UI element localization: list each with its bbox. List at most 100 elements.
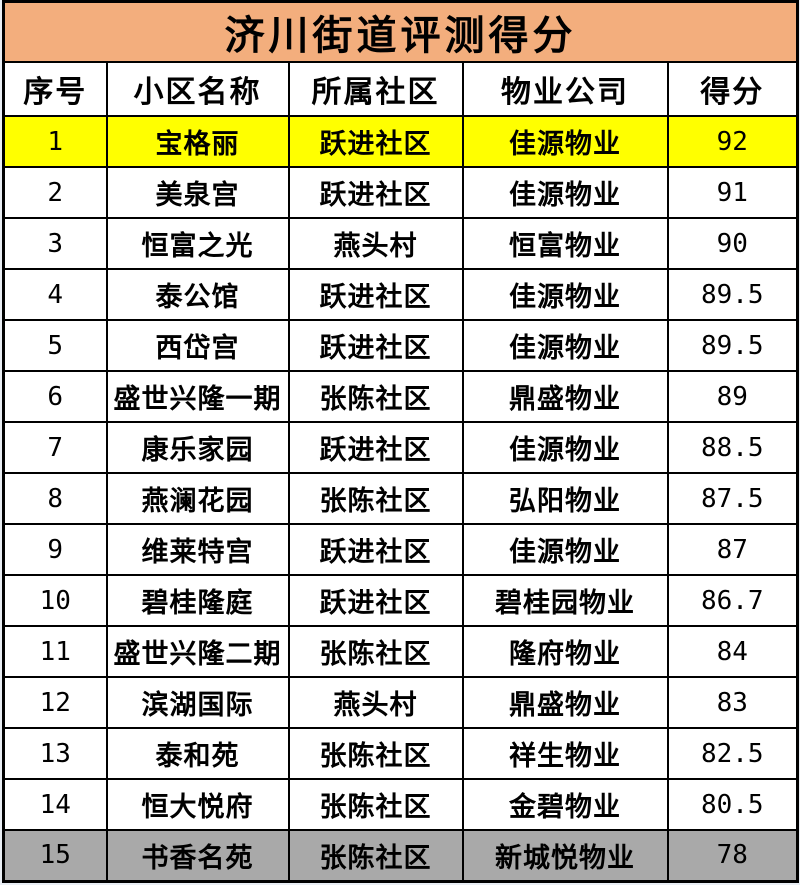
property-company-cell: 弘阳物业 <box>461 472 669 525</box>
score-cell: 89.5 <box>666 268 799 321</box>
score-cell: 82.5 <box>666 727 799 780</box>
property-company-cell: 佳源物业 <box>461 319 669 372</box>
community-name-cell: 书香名苑 <box>105 829 290 882</box>
community-name-cell: 宝格丽 <box>105 115 290 168</box>
table-row: 10 碧桂隆庭 跃进社区 碧桂园物业 86.7 <box>2 574 799 627</box>
table-row: 2 美泉宫 跃进社区 佳源物业 91 <box>2 166 799 219</box>
header-col-score: 得分 <box>666 61 799 117</box>
community-name-cell: 泰和苑 <box>105 727 290 780</box>
score-cell: 89 <box>666 370 799 423</box>
score-cell: 89.5 <box>666 319 799 372</box>
row-number-cell: 13 <box>2 727 108 780</box>
property-company-cell: 恒富物业 <box>461 217 669 270</box>
community-name-cell: 美泉宫 <box>105 166 290 219</box>
score-cell: 91 <box>666 166 799 219</box>
score-cell: 87 <box>666 523 799 576</box>
table-row: 5 西岱宫 跃进社区 佳源物业 89.5 <box>2 319 799 372</box>
property-company-cell: 金碧物业 <box>461 778 669 831</box>
district-cell: 跃进社区 <box>287 166 464 219</box>
row-number-cell: 15 <box>2 829 108 882</box>
district-cell: 跃进社区 <box>287 574 464 627</box>
property-company-cell: 祥生物业 <box>461 727 669 780</box>
score-cell: 84 <box>666 625 799 678</box>
header-col-district: 所属社区 <box>287 61 464 117</box>
district-cell: 张陈社区 <box>287 472 464 525</box>
district-cell: 张陈社区 <box>287 370 464 423</box>
property-company-cell: 佳源物业 <box>461 268 669 321</box>
community-name-cell: 维莱特宫 <box>105 523 290 576</box>
row-number-cell: 12 <box>2 676 108 729</box>
row-number-cell: 14 <box>2 778 108 831</box>
district-cell: 跃进社区 <box>287 421 464 474</box>
community-name-cell: 燕澜花园 <box>105 472 290 525</box>
district-cell: 跃进社区 <box>287 115 464 168</box>
district-cell: 张陈社区 <box>287 778 464 831</box>
community-name-cell: 碧桂隆庭 <box>105 574 290 627</box>
score-cell: 88.5 <box>666 421 799 474</box>
row-number-cell: 4 <box>2 268 108 321</box>
header-row: 序号 小区名称 所属社区 物业公司 得分 <box>2 61 799 117</box>
row-number-cell: 1 <box>2 115 108 168</box>
table-row: 15 书香名苑 张陈社区 新城悦物业 78 <box>2 829 799 882</box>
table-row: 3 恒富之光 燕头村 恒富物业 90 <box>2 217 799 270</box>
row-number-cell: 2 <box>2 166 108 219</box>
community-name-cell: 盛世兴隆二期 <box>105 625 290 678</box>
row-number-cell: 3 <box>2 217 108 270</box>
community-name-cell: 滨湖国际 <box>105 676 290 729</box>
score-cell: 78 <box>666 829 799 882</box>
community-name-cell: 恒富之光 <box>105 217 290 270</box>
title-row: 济川街道评测得分 <box>2 0 799 63</box>
community-name-cell: 盛世兴隆一期 <box>105 370 290 423</box>
district-cell: 张陈社区 <box>287 727 464 780</box>
row-number-cell: 10 <box>2 574 108 627</box>
score-cell: 83 <box>666 676 799 729</box>
header-col-number: 序号 <box>2 61 108 117</box>
community-name-cell: 恒大悦府 <box>105 778 290 831</box>
district-cell: 跃进社区 <box>287 319 464 372</box>
score-cell: 92 <box>666 115 799 168</box>
district-cell: 燕头村 <box>287 217 464 270</box>
score-cell: 90 <box>666 217 799 270</box>
district-cell: 张陈社区 <box>287 625 464 678</box>
community-name-cell: 泰公馆 <box>105 268 290 321</box>
header-col-property-company: 物业公司 <box>461 61 669 117</box>
row-number-cell: 6 <box>2 370 108 423</box>
score-cell: 87.5 <box>666 472 799 525</box>
table-row: 6 盛世兴隆一期 张陈社区 鼎盛物业 89 <box>2 370 799 423</box>
table-row: 11 盛世兴隆二期 张陈社区 隆府物业 84 <box>2 625 799 678</box>
header-col-community-name: 小区名称 <box>105 61 290 117</box>
table-body: 1 宝格丽 跃进社区 佳源物业 92 2 美泉宫 跃进社区 佳源物业 91 3 恒富之光 燕头村 恒富物业… <box>2 115 799 882</box>
property-company-cell: 佳源物业 <box>461 115 669 168</box>
row-number-cell: 5 <box>2 319 108 372</box>
table-row: 12 滨湖国际 燕头村 鼎盛物业 83 <box>2 676 799 729</box>
table-row: 13 泰和苑 张陈社区 祥生物业 82.5 <box>2 727 799 780</box>
property-company-cell: 鼎盛物业 <box>461 370 669 423</box>
property-company-cell: 隆府物业 <box>461 625 669 678</box>
property-company-cell: 佳源物业 <box>461 523 669 576</box>
row-number-cell: 7 <box>2 421 108 474</box>
property-company-cell: 鼎盛物业 <box>461 676 669 729</box>
table-row: 1 宝格丽 跃进社区 佳源物业 92 <box>2 115 799 168</box>
table-row: 4 泰公馆 跃进社区 佳源物业 89.5 <box>2 268 799 321</box>
property-company-cell: 新城悦物业 <box>461 829 669 882</box>
score-cell: 80.5 <box>666 778 799 831</box>
table-row: 14 恒大悦府 张陈社区 金碧物业 80.5 <box>2 778 799 831</box>
page-title: 济川街道评测得分 <box>2 0 799 63</box>
table-row: 7 康乐家园 跃进社区 佳源物业 88.5 <box>2 421 799 474</box>
table-row: 8 燕澜花园 张陈社区 弘阳物业 87.5 <box>2 472 799 525</box>
district-cell: 燕头村 <box>287 676 464 729</box>
table-row: 9 维莱特宫 跃进社区 佳源物业 87 <box>2 523 799 576</box>
property-company-cell: 碧桂园物业 <box>461 574 669 627</box>
property-company-cell: 佳源物业 <box>461 166 669 219</box>
district-cell: 张陈社区 <box>287 829 464 882</box>
row-number-cell: 8 <box>2 472 108 525</box>
district-cell: 跃进社区 <box>287 268 464 321</box>
row-number-cell: 11 <box>2 625 108 678</box>
community-name-cell: 西岱宫 <box>105 319 290 372</box>
row-number-cell: 9 <box>2 523 108 576</box>
property-company-cell: 佳源物业 <box>461 421 669 474</box>
community-name-cell: 康乐家园 <box>105 421 290 474</box>
score-cell: 86.7 <box>666 574 799 627</box>
district-cell: 跃进社区 <box>287 523 464 576</box>
